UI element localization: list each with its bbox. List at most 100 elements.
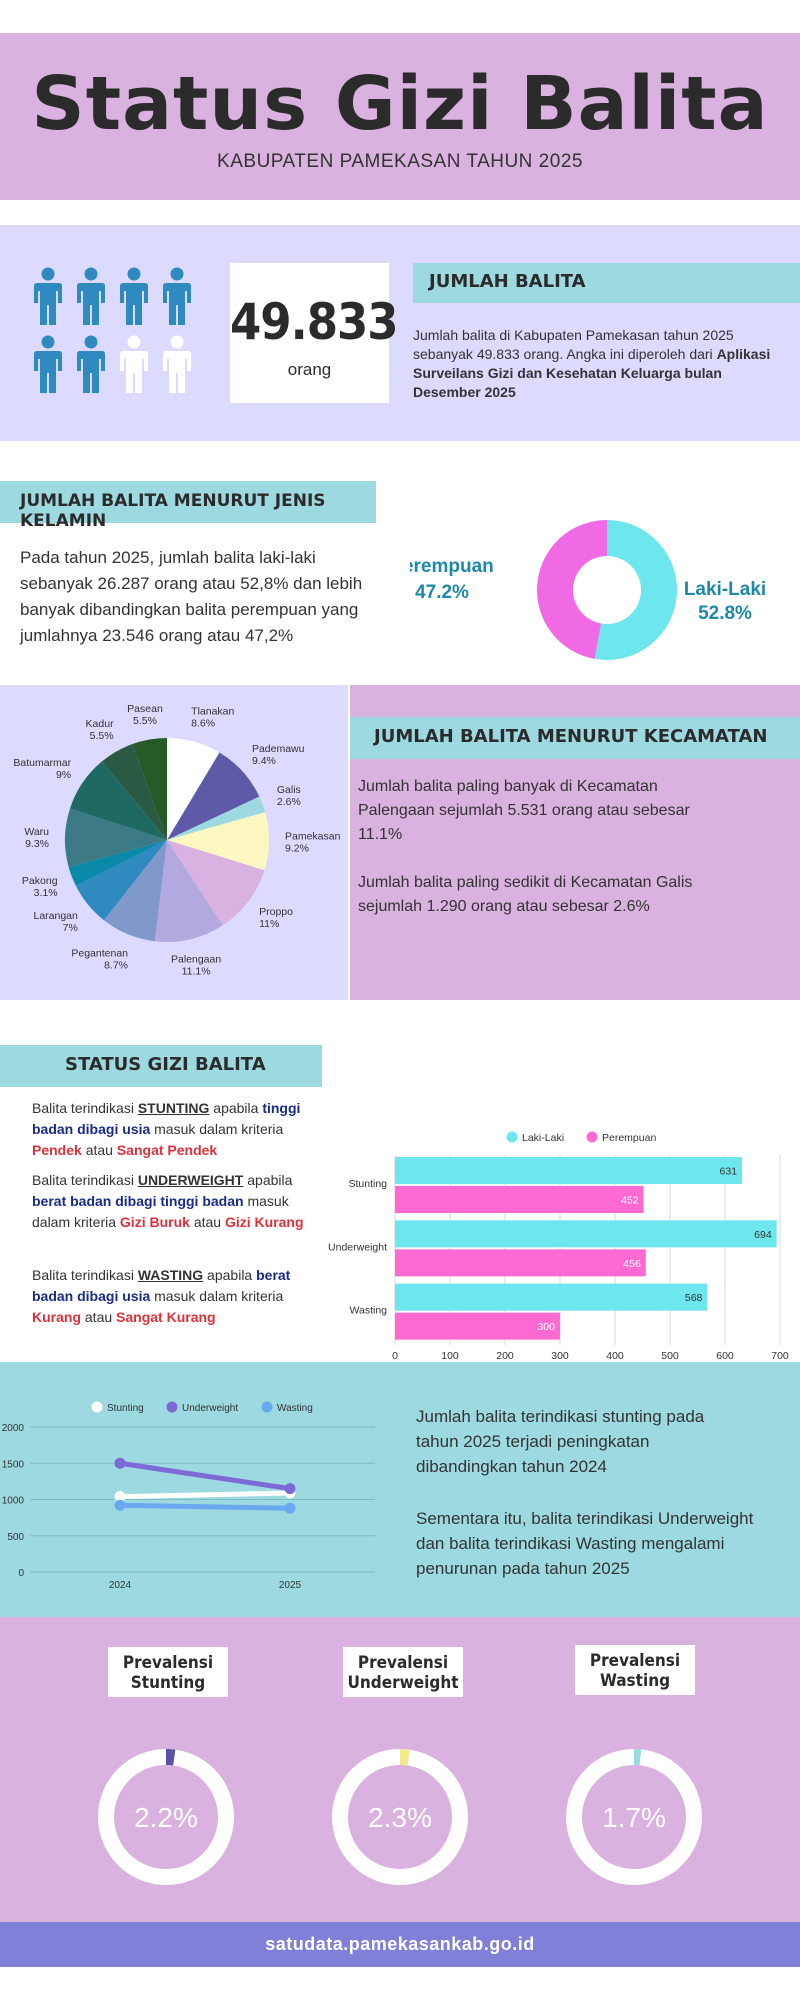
person-icon	[77, 335, 105, 393]
pie-slice-pakong	[68, 840, 167, 886]
trend-paragraph-1: Jumlah balita terindikasi stunting pada …	[416, 1407, 705, 1476]
y-category-label: Wasting	[349, 1305, 387, 1317]
criteria-text: atau	[81, 1309, 117, 1325]
pie-slice-pasean	[132, 738, 167, 840]
balita-count: 49.833	[230, 293, 399, 351]
y-tick-label: 500	[7, 1532, 24, 1543]
legend-marker	[261, 1401, 273, 1413]
trend-paragraph-2: Sementara itu, balita terindikasi Underw…	[416, 1509, 754, 1578]
bar-laki-laki-underweight	[395, 1220, 777, 1248]
pie-label-name: Pegantenan	[71, 947, 128, 959]
people-icon-grid	[34, 267, 191, 393]
bar-value-label: 456	[623, 1258, 641, 1270]
x-tick-label: 2025	[279, 1580, 302, 1591]
pie-slice-pegantenan	[103, 840, 167, 942]
y-category-label: Underweight	[328, 1241, 387, 1253]
kecamatan-text-panel: JUMLAH BALITA MENURUT KECAMATAN Jumlah b…	[350, 685, 800, 1000]
person-icon	[120, 267, 148, 325]
x-tick-label: 700	[771, 1350, 789, 1362]
criteria-category: Kurang	[32, 1309, 81, 1325]
pie-slice-kadur	[101, 744, 167, 840]
pie-slice-proppo	[167, 840, 265, 926]
prevalensi-wasting-value: 1.7%	[602, 1802, 666, 1833]
trend-section: 0 500 1000 1500 2000 2024 2025 Stunting Underwe…	[0, 1362, 800, 1617]
gender-section: JUMLAH BALITA MENURUT JENIS KELAMIN Pada…	[0, 465, 800, 670]
x-tick-label: 2024	[109, 1580, 132, 1591]
legend-marker	[506, 1131, 518, 1143]
criteria-text: masuk dalam kriteria	[150, 1288, 284, 1304]
pie-label-name: Galis	[277, 784, 301, 796]
pie-label-value: 3.1%	[34, 887, 58, 899]
pie-label-value: 9.4%	[252, 755, 276, 767]
x-tick-label: 400	[606, 1350, 624, 1362]
pie-label-name: Pasean	[127, 703, 163, 715]
criteria-category: Sangat Pendek	[116, 1142, 218, 1158]
criteria-text: apabila	[203, 1267, 257, 1283]
pie-slice-waru	[65, 808, 167, 868]
person-icon	[163, 267, 191, 325]
prevalensi-ring-fill	[400, 1749, 410, 1766]
legend-label: Wasting	[277, 1403, 313, 1414]
bar-value-label: 568	[685, 1292, 703, 1304]
label-line: Prevalensi	[589, 1651, 681, 1671]
pie-slice-larangan	[75, 840, 167, 921]
pie-label-value: 8.7%	[104, 959, 128, 971]
criteria-text: masuk dalam kriteria	[32, 1193, 289, 1230]
criteria-text: Balita terindikasi	[32, 1172, 138, 1188]
prevalensi-donuts: 2.2% 2.3% 1.7%	[98, 1749, 702, 1885]
pie-label-name: Pakong	[22, 875, 58, 887]
pie-label-value: 8.6%	[191, 718, 215, 730]
criteria-text: Balita terindikasi	[32, 1267, 138, 1283]
criteria-term: UNDERWEIGHT	[137, 1172, 244, 1188]
x-tick-label: 300	[551, 1350, 569, 1362]
pie-slice-batumarmar	[69, 761, 167, 840]
pie-label-value: 11%	[259, 918, 279, 930]
footer-url[interactable]: satudata.pamekasankab.go.id	[265, 1934, 535, 1954]
bar-laki-laki-wasting	[395, 1283, 708, 1311]
label-line: Stunting	[130, 1673, 206, 1693]
pie-label-value: 2.6%	[277, 796, 301, 808]
x-tick-label: 600	[716, 1350, 734, 1362]
label-line: Prevalensi	[357, 1653, 449, 1673]
pie-label-value: 11.1%	[182, 966, 211, 978]
line-point-underweight	[114, 1457, 126, 1469]
bar-perempuan-underweight	[395, 1249, 646, 1277]
line-stunting	[117, 1490, 293, 1500]
prevalensi-section: Prevalensi Stunting Prevalensi Underweig…	[0, 1617, 800, 1922]
jumlah-balita-description: Jumlah balita di Kabupaten Pamekasan tah…	[413, 326, 773, 402]
pie-label-value: 7%	[63, 922, 78, 934]
pie-slice-pademawu	[167, 752, 260, 840]
criteria-term: STUNTING	[137, 1100, 210, 1116]
x-tick-label: 500	[661, 1350, 679, 1362]
kecamatan-paragraph-min: Jumlah balita paling sedikit di Kecamata…	[358, 874, 693, 915]
kecamatan-paragraph-max: Jumlah balita paling banyak di Kecamatan…	[358, 778, 690, 843]
criteria-text: apabila	[209, 1100, 263, 1116]
donut-slice-laki-laki	[594, 520, 677, 660]
person-outline-icon	[163, 335, 191, 393]
prevalensi-stunting-value: 2.2%	[134, 1802, 198, 1833]
bar-perempuan-wasting	[395, 1312, 560, 1340]
prevalensi-stunting-label: Prevalensi Stunting	[108, 1647, 228, 1697]
description-source: Aplikasi Surveilans Gizi dan Kesehatan K…	[413, 346, 771, 400]
pie-label-value: 9.3%	[25, 838, 49, 850]
label-line: Underweight	[347, 1673, 459, 1693]
criteria-text: atau	[189, 1214, 225, 1230]
count-box: 49.833 orang	[230, 263, 399, 403]
balita-count-unit: orang	[287, 360, 332, 379]
prevalensi-wasting-label: Prevalensi Wasting	[575, 1645, 695, 1695]
pie-label-name: Larangan	[33, 910, 78, 922]
status-gizi-section: STATUS GIZI BALITA Balita terindikasi ST…	[0, 1040, 800, 1362]
underweight-criteria: Balita terindikasi UNDERWEIGHT apabila b…	[32, 1170, 322, 1233]
status-bar-chart: 0 100 200 300 400 500 600 700 Stunting 631 452 Und…	[328, 1131, 789, 1362]
label-perempuan-name: Perempuan	[410, 556, 494, 577]
pie-label-name: Batumarmar	[13, 757, 71, 769]
criteria-text: atau	[81, 1142, 117, 1158]
footer: satudata.pamekasankab.go.id	[0, 1922, 800, 1967]
pie-label-name: Pademawu	[252, 743, 305, 755]
gender-heading: JUMLAH BALITA MENURUT JENIS KELAMIN	[0, 481, 376, 531]
header: Status Gizi Balita KABUPATEN PAMEKASAN T…	[0, 33, 800, 200]
x-tick-label: 0	[392, 1350, 398, 1362]
bar-value-label: 694	[754, 1229, 772, 1241]
status-gizi-heading: STATUS GIZI BALITA	[0, 1045, 322, 1087]
